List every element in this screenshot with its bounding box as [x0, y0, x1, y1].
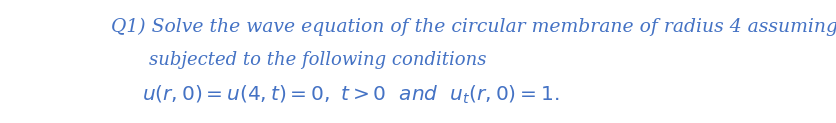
- Text: Q1) Solve the wave equation of the circular membrane of radius 4 assuming the ax: Q1) Solve the wave equation of the circu…: [111, 18, 836, 36]
- Text: subjected to the following conditions: subjected to the following conditions: [149, 51, 486, 69]
- Text: $\mathit{u}\left(\mathit{r},0\right) = \mathit{u}\left(4,\mathit{t}\right)=0,\ \: $\mathit{u}\left(\mathit{r},0\right) = \…: [142, 83, 559, 106]
